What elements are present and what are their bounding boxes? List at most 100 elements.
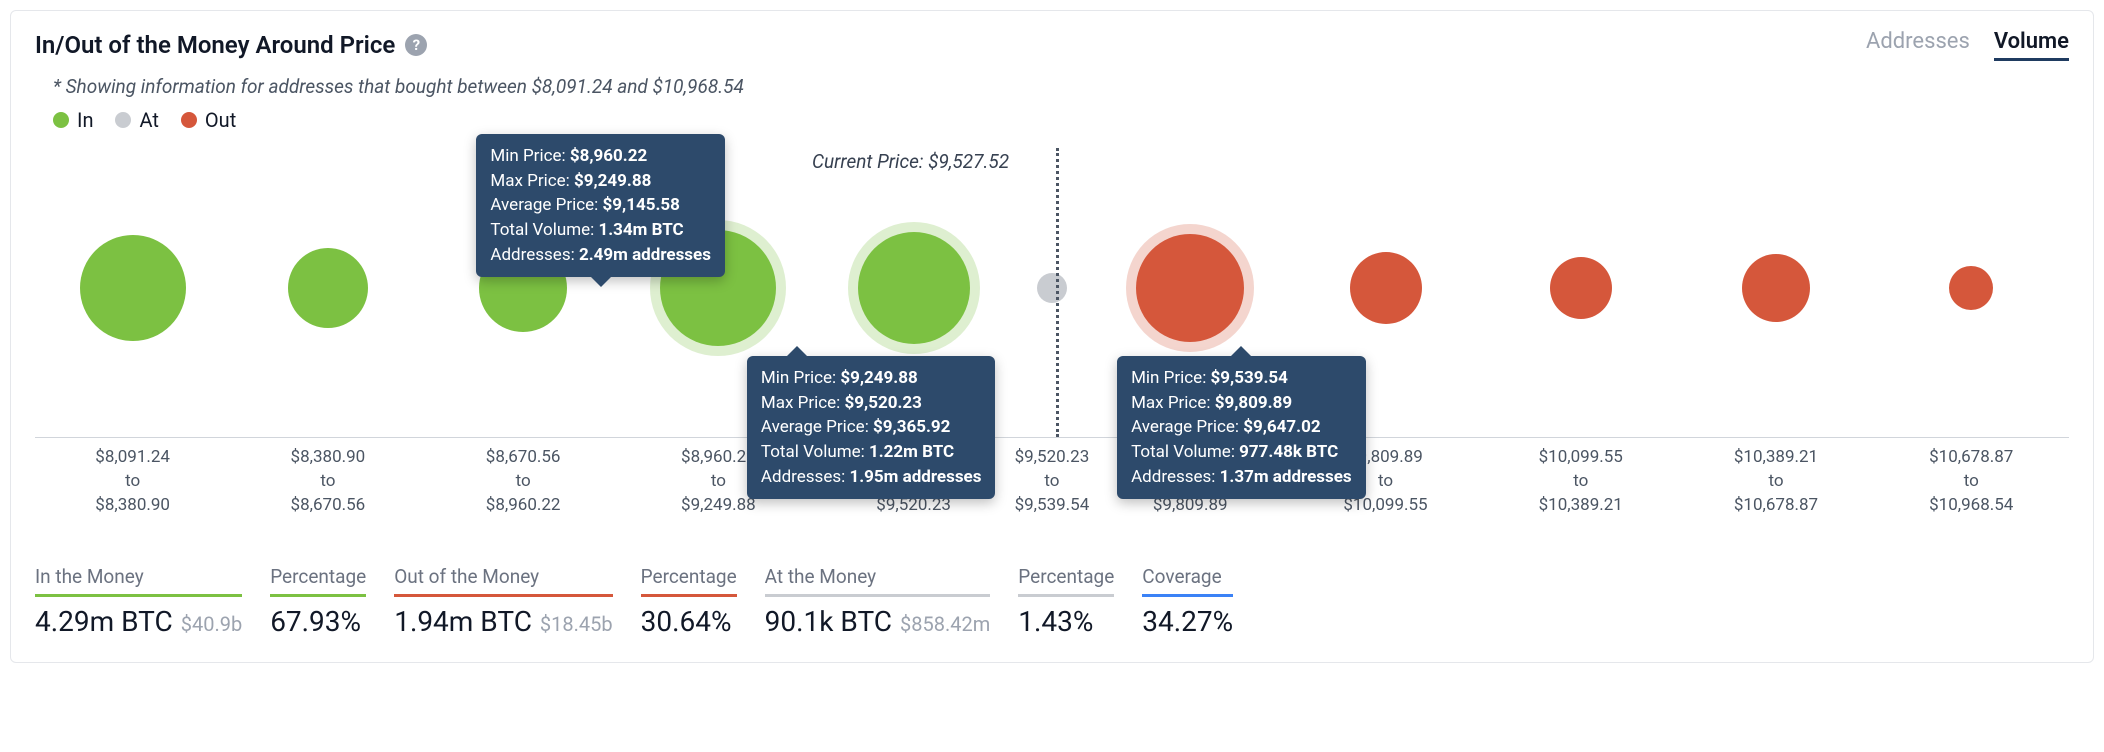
stat-label: Coverage <box>1142 565 1233 597</box>
help-icon[interactable]: ? <box>405 34 427 56</box>
tooltip-label: Addresses: <box>490 245 579 265</box>
tooltip-value: $9,365.92 <box>873 417 950 437</box>
x-tick: $10,389.21to$10,678.87 <box>1678 446 1873 517</box>
legend-at[interactable]: At <box>115 108 158 132</box>
tooltip-value: $9,145.58 <box>603 195 680 215</box>
tooltip-label: Max Price: <box>761 393 845 413</box>
current-price-value: $9,527.52 <box>928 150 1009 173</box>
stat-value: 67.93% <box>270 605 366 638</box>
stat-value-sub: $858.42m <box>900 612 990 636</box>
stat-label: Out of the Money <box>394 565 612 597</box>
chart-area: Current Price: $9,527.52 Min Price: $8,9… <box>35 138 2069 438</box>
tooltip-label: Average Price: <box>761 417 873 437</box>
tooltip-value: $9,647.02 <box>1243 417 1320 437</box>
bubble-layer <box>35 138 2069 437</box>
tab-volume[interactable]: Volume <box>1994 29 2069 61</box>
stat-value-sub: $18.45b <box>540 612 613 636</box>
header-row: In/Out of the Money Around Price ? Addre… <box>35 29 2069 61</box>
tooltip-label: Addresses: <box>1131 467 1220 487</box>
legend-dot-at <box>115 112 131 128</box>
iomap-card: In/Out of the Money Around Price ? Addre… <box>10 10 2094 663</box>
x-axis: $8,091.24to$8,380.90$8,380.90to$8,670.56… <box>35 446 2069 517</box>
legend-label-in: In <box>77 108 93 132</box>
tooltip-label: Min Price: <box>1131 368 1210 388</box>
stat-value: 1.43% <box>1018 605 1114 638</box>
legend-label-out: Out <box>205 108 236 132</box>
stat-block: Out of the Money 1.94m BTC $18.45b <box>394 565 612 638</box>
title-wrap: In/Out of the Money Around Price ? <box>35 31 427 59</box>
stat-label: In the Money <box>35 565 242 597</box>
tooltip-label: Total Volume: <box>1131 442 1239 462</box>
tooltip-value: 1.22m BTC <box>869 442 954 462</box>
stat-block: Percentage30.64% <box>641 565 737 638</box>
current-price-label: Current Price: $9,527.52 <box>812 150 1009 173</box>
stat-value-main: 90.1k BTC <box>765 605 892 638</box>
x-tick: $8,380.90to$8,670.56 <box>230 446 425 517</box>
x-tick: $9,520.23to$9,539.54 <box>1011 446 1092 517</box>
tooltip-value: $9,249.88 <box>840 368 917 388</box>
stat-block: Coverage 34.27% <box>1142 565 1233 638</box>
x-tick: $8,670.56to$8,960.22 <box>426 446 621 517</box>
stat-label: Percentage <box>1018 565 1114 597</box>
legend: In At Out <box>53 108 2069 132</box>
tooltip-value: 1.95m addresses <box>849 467 981 487</box>
bubble-slot[interactable] <box>1874 138 2069 437</box>
stat-value-main: 30.64% <box>641 605 732 638</box>
stat-value-main: 1.43% <box>1018 605 1093 638</box>
current-price-line <box>1056 148 1059 437</box>
current-price-label-text: Current Price: <box>812 150 923 173</box>
tooltip-label: Average Price: <box>1131 417 1243 437</box>
stat-value: 34.27% <box>1142 605 1233 638</box>
bubble-slot[interactable] <box>1011 138 1092 437</box>
card-title: In/Out of the Money Around Price <box>35 31 395 59</box>
x-tick: $8,091.24to$8,380.90 <box>35 446 230 517</box>
tooltip-value: 1.37m addresses <box>1220 467 1352 487</box>
tooltip-label: Average Price: <box>490 195 602 215</box>
tooltip-label: Min Price: <box>490 146 569 166</box>
stat-label: Percentage <box>270 565 366 597</box>
legend-dot-out <box>181 112 197 128</box>
stat-value-main: 67.93% <box>270 605 361 638</box>
x-tick: $10,099.55to$10,389.21 <box>1483 446 1678 517</box>
tooltip-label: Addresses: <box>761 467 850 487</box>
tooltip-value: 977.48k BTC <box>1239 442 1338 462</box>
bubble-out[interactable] <box>1136 234 1244 342</box>
stat-block: In the Money 4.29m BTC$40.9b <box>35 565 242 638</box>
bubble-out[interactable] <box>1550 257 1612 319</box>
tooltip-label: Max Price: <box>490 171 574 191</box>
tooltip: Min Price: $8,960.22Max Price: $9,249.88… <box>476 134 725 277</box>
tooltip-label: Total Volume: <box>490 220 598 240</box>
stat-block: Percentage 1.43% <box>1018 565 1114 638</box>
legend-dot-in <box>53 112 69 128</box>
stat-value: 4.29m BTC$40.9b <box>35 605 242 638</box>
tooltip-value: $9,539.54 <box>1211 368 1288 388</box>
tab-addresses[interactable]: Addresses <box>1866 29 1970 61</box>
bubble-at[interactable] <box>1037 273 1067 303</box>
bubble-slot[interactable] <box>35 138 230 437</box>
tooltip-value: $9,249.88 <box>574 171 651 191</box>
bubble-slot[interactable] <box>1678 138 1873 437</box>
legend-out[interactable]: Out <box>181 108 236 132</box>
tooltip-value: 1.34m BTC <box>598 220 683 240</box>
stat-value-main: 1.94m BTC <box>394 605 532 638</box>
range-note: * Showing information for addresses that… <box>53 75 2069 98</box>
stat-label: At the Money <box>765 565 991 597</box>
bubble-slot[interactable] <box>230 138 425 437</box>
stat-value-main: 4.29m BTC <box>35 605 173 638</box>
legend-in[interactable]: In <box>53 108 93 132</box>
tooltip-label: Total Volume: <box>761 442 869 462</box>
stat-value: 30.64% <box>641 605 737 638</box>
bubble-out[interactable] <box>1742 254 1810 322</box>
tooltip-value: $9,520.23 <box>845 393 922 413</box>
bubble-in[interactable] <box>288 248 368 328</box>
tooltip-label: Max Price: <box>1131 393 1215 413</box>
tooltip-value: $9,809.89 <box>1215 393 1292 413</box>
tooltip-label: Min Price: <box>761 368 840 388</box>
bubble-slot[interactable] <box>1483 138 1678 437</box>
tooltip: Min Price: $9,249.88 Max Price: $9,520.23… <box>747 356 996 499</box>
bubble-out[interactable] <box>1350 252 1422 324</box>
legend-label-at: At <box>139 108 158 132</box>
bubble-out[interactable] <box>1949 266 1993 310</box>
bubble-in[interactable] <box>858 232 970 344</box>
bubble-in[interactable] <box>80 235 186 341</box>
